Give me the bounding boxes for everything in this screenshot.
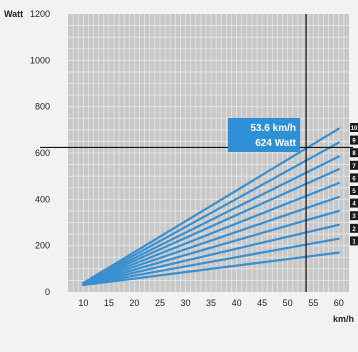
y-tick-label: 800 bbox=[35, 102, 50, 112]
x-axis-label: km/h bbox=[333, 314, 354, 324]
x-tick-label: 50 bbox=[283, 298, 293, 308]
y-axis-ticks: 0 200 400 600 800 1000 1200 bbox=[30, 9, 50, 297]
value-callout: 53.6 km/h 624 Watt bbox=[228, 118, 300, 152]
y-tick-label: 400 bbox=[35, 194, 50, 204]
callout-power: 624 Watt bbox=[255, 138, 296, 149]
x-tick-label: 25 bbox=[155, 298, 165, 308]
x-tick-label: 15 bbox=[104, 298, 114, 308]
x-tick-label: 10 bbox=[78, 298, 88, 308]
x-tick-label: 35 bbox=[206, 298, 216, 308]
x-tick-label: 20 bbox=[129, 298, 139, 308]
x-tick-label: 30 bbox=[181, 298, 191, 308]
y-tick-label: 1200 bbox=[30, 9, 50, 19]
callout-speed: 53.6 km/h bbox=[250, 123, 296, 134]
y-tick-label: 0 bbox=[45, 287, 50, 297]
x-tick-label: 45 bbox=[257, 298, 267, 308]
y-axis-label: Watt bbox=[4, 9, 23, 19]
x-axis-ticks: 10 15 20 25 30 35 40 45 50 55 60 bbox=[78, 298, 343, 308]
y-tick-label: 1000 bbox=[30, 55, 50, 65]
y-tick-label: 600 bbox=[35, 148, 50, 158]
y-tick-label: 200 bbox=[35, 241, 50, 251]
x-tick-label: 60 bbox=[334, 298, 344, 308]
x-tick-label: 40 bbox=[232, 298, 242, 308]
level-label-10: 10 bbox=[351, 126, 358, 132]
x-tick-label: 55 bbox=[308, 298, 318, 308]
